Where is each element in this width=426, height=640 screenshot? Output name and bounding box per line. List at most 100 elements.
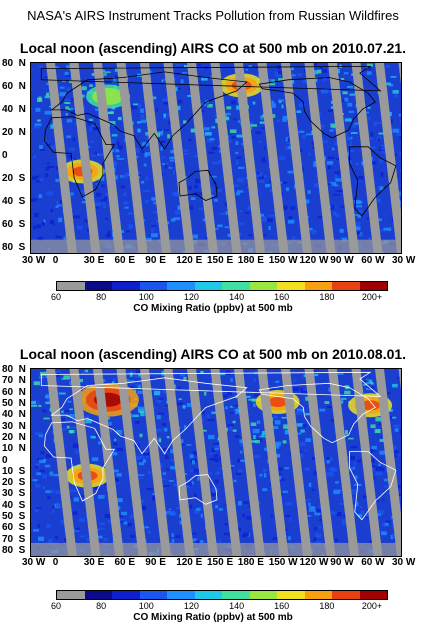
y-tick-label: 40 S [2, 499, 26, 511]
x-tick-label: 120 W [299, 557, 329, 568]
colorbar-segment [332, 591, 360, 599]
no-data-swath [187, 63, 218, 253]
colorbar-tick-label: 100 [138, 292, 154, 302]
colorbar-segment [194, 591, 222, 599]
coastline [50, 377, 248, 455]
colorbar-tick-label: 120 [183, 601, 199, 611]
y-tick-label: 30 N [2, 420, 26, 432]
x-tick-label: 180 E [237, 255, 264, 266]
no-data-swath [234, 63, 265, 253]
no-data-swath [304, 369, 336, 556]
colorbar-segment [112, 282, 140, 290]
coastline [349, 451, 397, 521]
y-tick-label: 10 N [2, 443, 26, 455]
colorbar-segment [139, 282, 167, 290]
panel-2-colorbar [56, 590, 388, 600]
y-tick-label: 70 S [2, 533, 26, 545]
x-tick-label: 30 E [83, 557, 105, 568]
x-tick-label: 120 W [299, 255, 329, 266]
x-tick-label: 90 W [330, 557, 354, 568]
colorbar-tick-label: 80 [96, 601, 107, 611]
y-tick-label: 20 S [2, 477, 26, 489]
x-tick-label: 60 E [114, 255, 136, 266]
y-tick-label: 60 S [2, 219, 26, 230]
no-data-swath [69, 369, 101, 556]
x-tick-label: 150 W [268, 255, 298, 266]
x-tick-label: 30 W [392, 255, 416, 266]
y-tick-label: 50 N [2, 397, 26, 409]
no-data-swath [375, 369, 401, 556]
no-data-swath [328, 369, 359, 556]
colorbar-segment [194, 282, 222, 290]
coastline [258, 382, 376, 444]
colorbar-tick-label: 180 [319, 601, 335, 611]
panel-2-title: Local noon (ascending) AIRS CO at 500 mb… [19, 346, 407, 362]
no-data-swath [46, 369, 77, 556]
colorbar-tick-label: 100 [138, 601, 154, 611]
coastline [178, 169, 218, 201]
y-tick-label: 60 N [2, 386, 26, 398]
colorbar-segment [304, 591, 332, 599]
y-tick-label: 80 N [2, 364, 26, 375]
no-data-swath [328, 63, 359, 253]
x-tick-label: 0 [52, 557, 59, 568]
no-data-swath [140, 369, 171, 556]
no-data-swath [398, 369, 401, 391]
colorbar-segment [249, 282, 277, 290]
colorbar-segment [84, 591, 112, 599]
x-tick-label: 150 E [207, 557, 234, 568]
colorbar-segment [359, 282, 387, 290]
y-tick-label: 60 S [2, 522, 26, 534]
colorbar-segment [84, 282, 112, 290]
colorbar-tick-label: 200+ [361, 292, 383, 302]
panel-1-title: Local noon (ascending) AIRS CO at 500 mb… [19, 40, 407, 56]
colorbar-segment [304, 282, 332, 290]
y-tick-label: 30 S [2, 488, 26, 500]
y-tick-label: 80 S [2, 545, 26, 556]
no-data-swath [93, 369, 124, 556]
no-data-swath [140, 63, 171, 253]
colorbar-segment [222, 282, 250, 290]
x-tick-label: 90 E [145, 557, 166, 568]
no-data-swath [187, 369, 218, 556]
colorbar-segment [277, 591, 305, 599]
coastline [50, 71, 248, 150]
x-tick-label: 60 E [114, 557, 136, 568]
y-tick-label: 20 S [2, 173, 26, 184]
y-tick-label: 0 [2, 150, 8, 161]
y-tick-label: 60 N [2, 81, 26, 92]
y-tick-label: 20 N [2, 127, 26, 138]
coastline [40, 65, 382, 92]
coastline [43, 116, 116, 198]
no-data-swath [46, 63, 77, 253]
x-tick-label: 60 W [361, 255, 385, 266]
panel-1-colorbar [56, 281, 388, 291]
colorbar-tick-label: 140 [229, 601, 245, 611]
colorbar-segment [57, 282, 85, 290]
no-data-swath [116, 63, 148, 253]
colorbar-tick-label: 120 [183, 292, 199, 302]
x-tick-label: 150 E [207, 255, 234, 266]
no-data-swath [93, 63, 124, 253]
panel-1-map [30, 62, 402, 254]
coastline [40, 371, 382, 397]
y-tick-label: 20 N [2, 431, 26, 443]
x-tick-label: 120 E [176, 557, 203, 568]
no-data-swath [351, 63, 383, 253]
no-data-swath [116, 369, 148, 556]
no-data-swath [304, 63, 336, 253]
no-data-swath [69, 63, 101, 253]
colorbar-tick-label: 80 [96, 292, 107, 302]
colorbar-tick-label: 160 [274, 292, 290, 302]
x-tick-label: 0 [52, 255, 59, 266]
co-field-1 [31, 63, 401, 253]
colorbar-tick-label: 140 [229, 292, 245, 302]
no-data-swath [281, 369, 312, 556]
colorbar-tick-label: 200+ [361, 601, 383, 611]
y-tick-label: 80 N [2, 58, 26, 69]
y-tick-label: 70 N [2, 375, 26, 387]
no-data-swath [163, 369, 195, 556]
colorbar-segment [222, 591, 250, 599]
y-tick-label: 40 N [2, 104, 26, 115]
x-tick-label: 30 W [22, 255, 46, 266]
